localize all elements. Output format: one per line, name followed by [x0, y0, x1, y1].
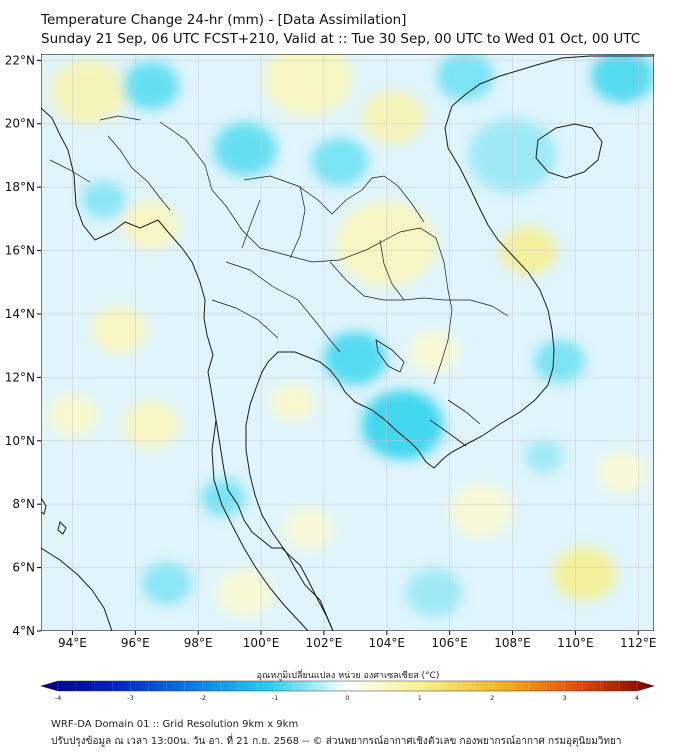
anomaly-patch [534, 340, 585, 383]
lon-label: 110°E [557, 636, 594, 650]
colorbar-tick-label: 0 [345, 694, 349, 700]
internal-borders [49, 115, 509, 385]
anomaly-patch [323, 331, 387, 386]
anomaly-patch [141, 562, 192, 605]
lat-label: 14°N [5, 307, 35, 321]
anomaly-patch [122, 61, 180, 110]
nicobar-islands [57, 521, 67, 535]
anomaly-patch [122, 400, 180, 449]
model-credit: WRF-DA Domain 01 :: Grid Resolution 9km … [51, 719, 299, 730]
anomaly-patch [270, 384, 315, 422]
sumatra-coast [41, 547, 113, 631]
anomaly-patch [122, 201, 180, 250]
anomaly-patch [283, 508, 334, 551]
anomaly-patch [217, 568, 274, 618]
colorbar-tick-label: 3 [563, 694, 567, 700]
anomaly-patch [408, 330, 460, 374]
colorbar-tick-label: 2 [490, 694, 494, 700]
lat-label: 6°N [12, 561, 35, 575]
colorbar-tick-label: -4 [55, 694, 61, 700]
lat-label: 4°N [12, 624, 35, 638]
colorbar-tick-label: 1 [418, 694, 422, 700]
coastlines-and-borders [41, 55, 654, 631]
lon-label: 106°E [431, 636, 468, 650]
colorbar-tick-label: -1 [272, 694, 278, 700]
anomaly-patch [50, 59, 126, 125]
anomaly-patch [591, 54, 654, 103]
anomaly-patch [264, 54, 353, 117]
lon-label: 102°E [306, 636, 343, 650]
longitude-labels: 94°E 96°E 98°E 100°E 102°E 104°E 106°E 108°E 110… [58, 631, 657, 650]
graticule [41, 54, 654, 631]
lon-label: 94°E [58, 636, 87, 650]
lat-label: 20°N [5, 117, 35, 131]
lat-label: 12°N [5, 370, 35, 384]
mekong-delta [429, 399, 481, 447]
anomaly-patch [213, 122, 277, 176]
andaman-islands [41, 497, 47, 515]
plot-area [41, 54, 654, 631]
anomaly-patch [91, 305, 148, 354]
anomaly-patch [361, 390, 444, 460]
temperature-change-map: 22°N 20°N 18°N 16°N 14°N 12°N 10°N 8°N 6°N 4°N 94… [5, 53, 657, 700]
lon-label: 112°E [620, 636, 657, 650]
lat-label: 16°N [5, 244, 35, 258]
anomaly-patch [361, 90, 425, 145]
hainan-island [535, 123, 603, 179]
update-credit: ปรับปรุงข้อมูล ณ เวลา 13:00น. วัน อา. ที… [51, 736, 622, 747]
anomaly-patch [553, 547, 617, 601]
lon-label: 96°E [121, 636, 150, 650]
anomaly-field [47, 54, 654, 618]
anomaly-patch [81, 181, 126, 219]
tonle-sap [375, 339, 405, 373]
colorbar-ticks: -4 -3 -2 -1 0 1 2 3 4 [55, 694, 639, 700]
latitude-labels: 22°N 20°N 18°N 16°N 14°N 12°N 10°N 8°N 6°N 4°N [5, 53, 41, 638]
mainland-coastline [41, 107, 334, 631]
lon-label: 100°E [243, 636, 280, 650]
lon-label: 104°E [369, 636, 406, 650]
anomaly-patch [449, 483, 513, 538]
anomaly-patch [597, 451, 648, 494]
anomaly-patch [311, 137, 368, 186]
lon-label: 98°E [184, 636, 213, 650]
malay-peninsula [211, 419, 309, 631]
lat-label: 10°N [5, 434, 35, 448]
anomaly-patch [525, 440, 563, 473]
map-title: Temperature Change 24-hr (mm) - [Data As… [41, 12, 407, 28]
anomaly-patch [405, 568, 463, 618]
gulf-of-thailand-coast [245, 55, 654, 631]
colorbar-title: อุณหภูมิเปลี่ยนแปลง หน่วย องศาเซลเซียส (… [257, 668, 440, 681]
lat-label: 18°N [5, 180, 35, 194]
lon-label: 108°E [494, 636, 531, 650]
lat-label: 22°N [5, 53, 35, 67]
colorbar-tick-label: -3 [127, 694, 133, 700]
anomaly-patch [437, 54, 494, 101]
colorbar [39, 680, 656, 692]
lat-label: 8°N [12, 497, 35, 511]
colorbar-tick-label: 4 [635, 694, 639, 700]
anomaly-patch [201, 479, 246, 517]
map-subtitle: Sunday 21 Sep, 06 UTC FCST+210, Valid at… [41, 31, 641, 47]
colorbar-tick-label: -2 [200, 694, 206, 700]
colorbar-gradient [39, 680, 656, 692]
